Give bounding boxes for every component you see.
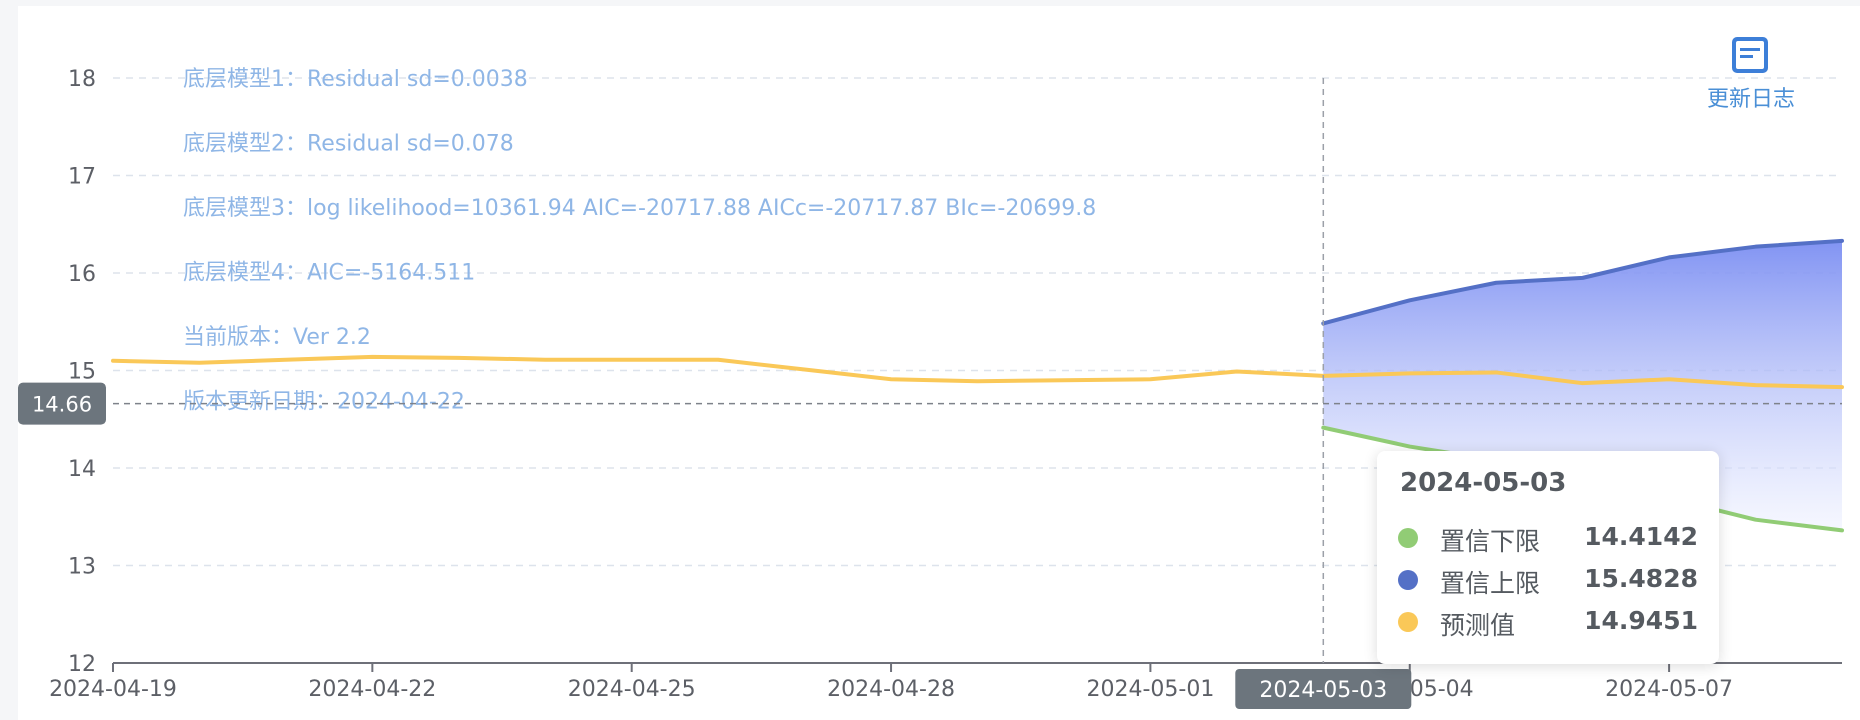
model-annotations: 底层模型1：Residual sd=0.0038 底层模型2：Residual s… (183, 67, 1096, 415)
model-annotation: 当前版本：Ver 2.2 (183, 325, 371, 350)
tooltip-row-forecast: 预测值 14.9451 (1398, 602, 1698, 642)
model-annotation: 底层模型4：AIC=-5164.511 (183, 261, 475, 286)
lower-bound-legend-dot (1398, 528, 1418, 548)
changelog-button[interactable]: 更新日志 (1686, 31, 1816, 116)
x-pointer-label: 2024-05-03 (1259, 678, 1387, 703)
model-annotation: 版本更新日期：2024-04-22 (183, 390, 465, 415)
x-tick-label: 2024-05-07 (1605, 677, 1733, 702)
document-icon (1732, 37, 1768, 73)
x-tick-label: 2024-04-19 (49, 677, 177, 702)
upper-bound-legend-dot (1398, 570, 1418, 590)
tooltip-value: 14.9451 (1584, 606, 1698, 635)
y-tick-label: 17 (68, 165, 96, 190)
changelog-label: 更新日志 (1706, 87, 1795, 112)
forecast-legend-dot (1398, 612, 1418, 632)
y-pointer-label: 14.66 (32, 393, 92, 417)
y-tick-label: 15 (68, 360, 96, 385)
tooltip-row-upper: 置信上限 15.4828 (1398, 560, 1698, 600)
x-tick-label: 2024-05-01 (1086, 677, 1214, 702)
x-pointer-badge (1235, 669, 1412, 709)
y-pointer-badge (18, 382, 106, 425)
crosshair: 14.66 2024-05-03 (18, 78, 1842, 709)
tooltip-date: 2024-05-03 (1400, 468, 1567, 498)
y-tick-label: 18 (68, 67, 96, 92)
tooltip-name: 置信上限 (1440, 569, 1541, 598)
x-tick-label: 2024-04-28 (827, 677, 955, 702)
x-tick-label: 2024-04-25 (568, 677, 696, 702)
x-tick-label: 2024-04-22 (308, 677, 436, 702)
y-tick-label: 16 (68, 262, 96, 287)
model-annotation: 底层模型2：Residual sd=0.078 (183, 132, 514, 157)
y-tick-label: 13 (68, 555, 96, 580)
y-tick-label: 12 (68, 652, 96, 677)
tooltip-value: 14.4142 (1584, 522, 1698, 551)
forecast-line (111, 354, 1844, 390)
y-tick-label: 14 (68, 457, 96, 482)
tooltip-name: 置信下限 (1440, 527, 1541, 556)
tooltip: 2024-05-03 置信下限 14.4142 置信上限 15.4828 预测值… (1377, 451, 1719, 664)
model-annotation: 底层模型1：Residual sd=0.0038 (183, 67, 528, 92)
tooltip-name: 预测值 (1440, 611, 1516, 640)
tooltip-row-lower: 置信下限 14.4142 (1398, 518, 1698, 558)
chart-panel: 底层模型1：Residual sd=0.0038 底层模型2：Residual s… (18, 6, 1860, 720)
tooltip-value: 15.4828 (1584, 564, 1698, 593)
upper-bound-line (1321, 238, 1844, 326)
grid-lines (113, 77, 1842, 567)
model-annotation: 底层模型3：log likelihood=10361.94 AIC=-20717… (183, 196, 1096, 221)
